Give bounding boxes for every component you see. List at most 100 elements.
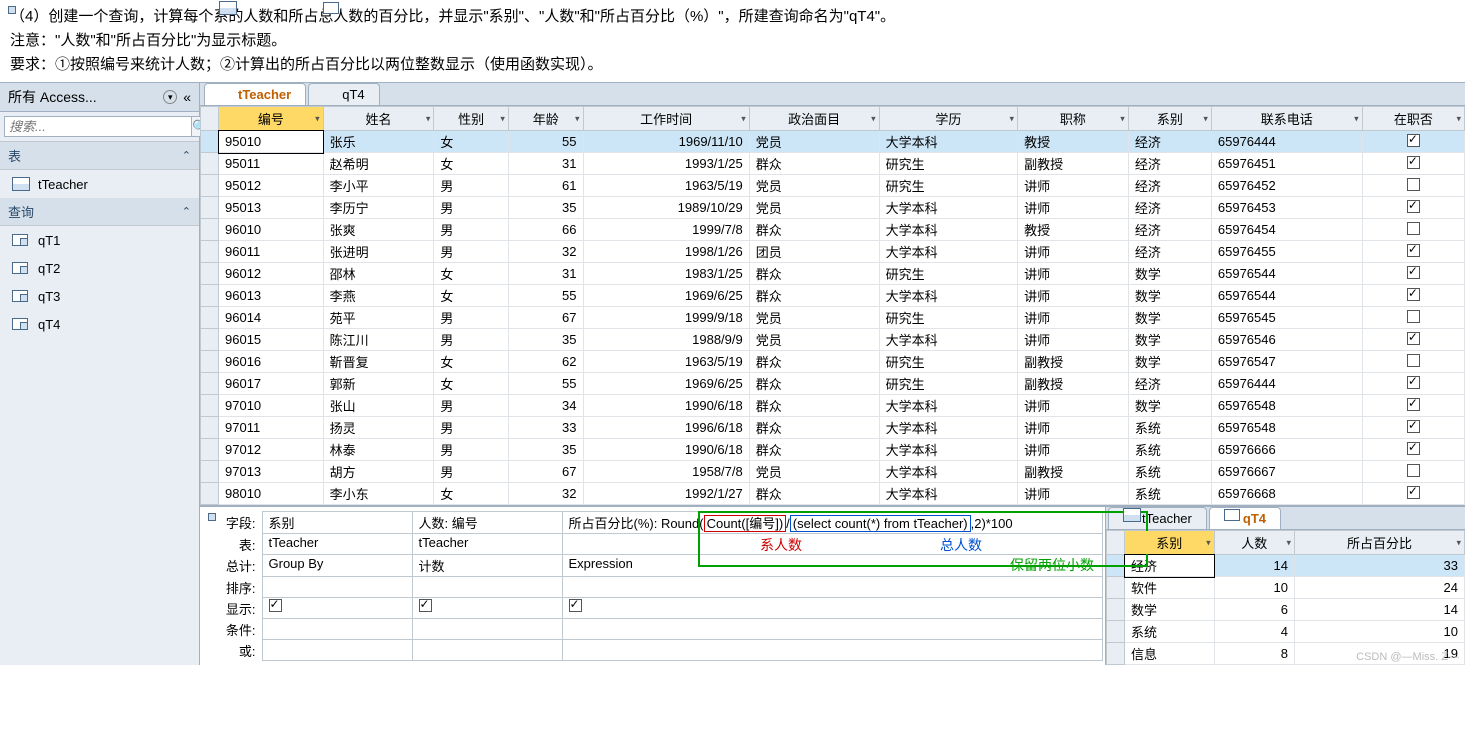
- filter-dropdown-icon[interactable]: ▾: [426, 113, 431, 124]
- result-grid[interactable]: 系别▾人数▾所占百分比▾ 经济1433软件1024数学614系统410信息819: [1106, 530, 1465, 665]
- column-header[interactable]: 年龄▾: [508, 107, 583, 131]
- table-row[interactable]: 经济1433: [1107, 555, 1465, 577]
- annotation-blue: 总人数: [940, 535, 982, 555]
- table-row[interactable]: 96010张爽男661999/7/8群众大学本科教授经济65976454: [201, 219, 1465, 241]
- checkbox[interactable]: [1407, 222, 1420, 235]
- field-cell-2[interactable]: 人数: 编号: [412, 512, 562, 534]
- table-row[interactable]: 96011张进明男321998/1/26团员大学本科讲师经济65976455: [201, 241, 1465, 263]
- column-header[interactable]: 系别▾: [1125, 531, 1215, 555]
- checkbox[interactable]: [1407, 486, 1420, 499]
- column-header[interactable]: 所占百分比▾: [1295, 531, 1465, 555]
- column-header[interactable]: 姓名▾: [323, 107, 434, 131]
- table-row[interactable]: 95010张乐女551969/11/10党员大学本科教授经济65976444: [201, 131, 1465, 153]
- nav-collapse-icon[interactable]: «: [183, 89, 191, 105]
- column-header[interactable]: 人数▾: [1214, 531, 1294, 555]
- nav-table-item[interactable]: tTeacher: [0, 170, 199, 198]
- table-row[interactable]: 95013李历宁男351989/10/29党员大学本科讲师经济65976453: [201, 197, 1465, 219]
- checkbox[interactable]: [1407, 420, 1420, 433]
- column-header[interactable]: 编号▾: [219, 107, 324, 131]
- field-cell-3[interactable]: 所占百分比(%): Round(Count([编号])/(select coun…: [562, 512, 1102, 534]
- field-cell-1[interactable]: 系别: [262, 512, 412, 534]
- filter-dropdown-icon[interactable]: ▾: [741, 113, 746, 124]
- checkbox[interactable]: [1407, 200, 1420, 213]
- result-tab-qt4[interactable]: qT4: [1209, 507, 1281, 529]
- column-header[interactable]: 学历▾: [879, 107, 1017, 131]
- checkbox[interactable]: [1407, 156, 1420, 169]
- table-row[interactable]: 96014苑平男671999/9/18党员研究生讲师数学65976545: [201, 307, 1465, 329]
- checkbox[interactable]: [1407, 288, 1420, 301]
- search-input[interactable]: [4, 116, 192, 137]
- checkbox[interactable]: [1407, 266, 1420, 279]
- filter-dropdown-icon[interactable]: ▾: [500, 113, 505, 124]
- table-row[interactable]: 95011赵希明女311993/1/25群众研究生副教授经济65976451: [201, 153, 1465, 175]
- filter-dropdown-icon[interactable]: ▾: [575, 113, 580, 124]
- query-icon: [12, 288, 30, 304]
- filter-dropdown-icon[interactable]: ▾: [1120, 113, 1125, 124]
- section-tables[interactable]: 表 ⌃: [0, 142, 199, 170]
- checkbox[interactable]: [1407, 442, 1420, 455]
- show-checkbox[interactable]: [419, 599, 432, 612]
- table-row[interactable]: 97012林泰男351990/6/18群众大学本科讲师系统65976666: [201, 439, 1465, 461]
- result-tab-tteacher[interactable]: tTeacher: [1108, 507, 1207, 529]
- nav-query-item[interactable]: qT1: [0, 226, 199, 254]
- table-row[interactable]: 系统410: [1107, 621, 1465, 643]
- filter-dropdown-icon[interactable]: ▾: [315, 113, 320, 124]
- filter-dropdown-icon[interactable]: ▾: [1354, 113, 1359, 124]
- checkbox[interactable]: [1407, 134, 1420, 147]
- chevron-up-icon[interactable]: ⌃: [182, 205, 191, 218]
- section-queries[interactable]: 查询 ⌃: [0, 198, 199, 226]
- checkbox[interactable]: [1407, 376, 1420, 389]
- nav-query-item[interactable]: qT2: [0, 254, 199, 282]
- tab-tteacher[interactable]: tTeacher: [204, 83, 306, 105]
- table-row[interactable]: 96017郭新女551969/6/25群众研究生副教授经济65976444: [201, 373, 1465, 395]
- filter-dropdown-icon[interactable]: ▾: [1203, 113, 1208, 124]
- nav-query-item[interactable]: qT3: [0, 282, 199, 310]
- column-header[interactable]: 职称▾: [1018, 107, 1129, 131]
- nav-query-item[interactable]: qT4: [0, 310, 199, 338]
- data-grid[interactable]: 编号▾姓名▾性别▾年龄▾工作时间▾政治面目▾学历▾职称▾系别▾联系电话▾在职否▾…: [200, 106, 1465, 505]
- table-row[interactable]: 95012李小平男611963/5/19党员研究生讲师经济65976452: [201, 175, 1465, 197]
- checkbox[interactable]: [1407, 332, 1420, 345]
- filter-dropdown-icon[interactable]: ▾: [1456, 113, 1461, 124]
- column-header[interactable]: 在职否▾: [1362, 107, 1464, 131]
- show-checkbox[interactable]: [269, 599, 282, 612]
- checkbox[interactable]: [1407, 310, 1420, 323]
- checkbox[interactable]: [1407, 178, 1420, 191]
- table-row[interactable]: 96012邵林女311983/1/25群众研究生讲师数学65976544: [201, 263, 1465, 285]
- checkbox[interactable]: [1407, 464, 1420, 477]
- nav-item-label: qT4: [38, 317, 60, 332]
- nav-title: 所有 Access...: [8, 87, 159, 107]
- chevron-up-icon[interactable]: ⌃: [182, 149, 191, 162]
- instr-line-2: 注意："人数"和"所占百分比"为显示标题。: [10, 29, 1455, 53]
- result-panel: tTeacher qT4 系别▾人数▾所占百分比▾ 经济1433软件1024数学…: [1105, 507, 1465, 665]
- watermark: CSDN @—Miss. Z—: [1356, 651, 1459, 663]
- column-header[interactable]: 性别▾: [434, 107, 509, 131]
- table-row[interactable]: 98010李小东女321992/1/27群众大学本科讲师系统65976668: [201, 483, 1465, 505]
- filter-dropdown-icon[interactable]: ▾: [871, 113, 876, 124]
- filter-dropdown-icon[interactable]: ▾: [1286, 537, 1291, 548]
- table-row[interactable]: 97010张山男341990/6/18群众大学本科讲师数学65976548: [201, 395, 1465, 417]
- checkbox[interactable]: [1407, 354, 1420, 367]
- nav-item-label: tTeacher: [38, 177, 88, 192]
- checkbox[interactable]: [1407, 244, 1420, 257]
- tab-qt4[interactable]: qT4: [308, 83, 379, 105]
- table-row[interactable]: 97011扬灵男331996/6/18群众大学本科讲师系统65976548: [201, 417, 1465, 439]
- nav-dropdown-icon[interactable]: ▾: [163, 90, 177, 104]
- table-row[interactable]: 数学614: [1107, 599, 1465, 621]
- column-header[interactable]: 政治面目▾: [749, 107, 879, 131]
- table-row[interactable]: 96013李燕女551969/6/25群众大学本科讲师数学65976544: [201, 285, 1465, 307]
- filter-dropdown-icon[interactable]: ▾: [1010, 113, 1015, 124]
- nav-item-label: qT1: [38, 233, 60, 248]
- table-row[interactable]: 96015陈江川男351988/9/9党员大学本科讲师数学65976546: [201, 329, 1465, 351]
- query-icon: [12, 232, 30, 248]
- column-header[interactable]: 联系电话▾: [1211, 107, 1362, 131]
- table-row[interactable]: 97013胡方男671958/7/8党员大学本科副教授系统65976667: [201, 461, 1465, 483]
- filter-dropdown-icon[interactable]: ▾: [1456, 537, 1461, 548]
- table-row[interactable]: 96016靳晋复女621963/5/19群众研究生副教授数学65976547: [201, 351, 1465, 373]
- column-header[interactable]: 系别▾: [1128, 107, 1211, 131]
- checkbox[interactable]: [1407, 398, 1420, 411]
- column-header[interactable]: 工作时间▾: [583, 107, 749, 131]
- show-checkbox[interactable]: [569, 599, 582, 612]
- table-row[interactable]: 软件1024: [1107, 577, 1465, 599]
- filter-dropdown-icon[interactable]: ▾: [1206, 537, 1211, 548]
